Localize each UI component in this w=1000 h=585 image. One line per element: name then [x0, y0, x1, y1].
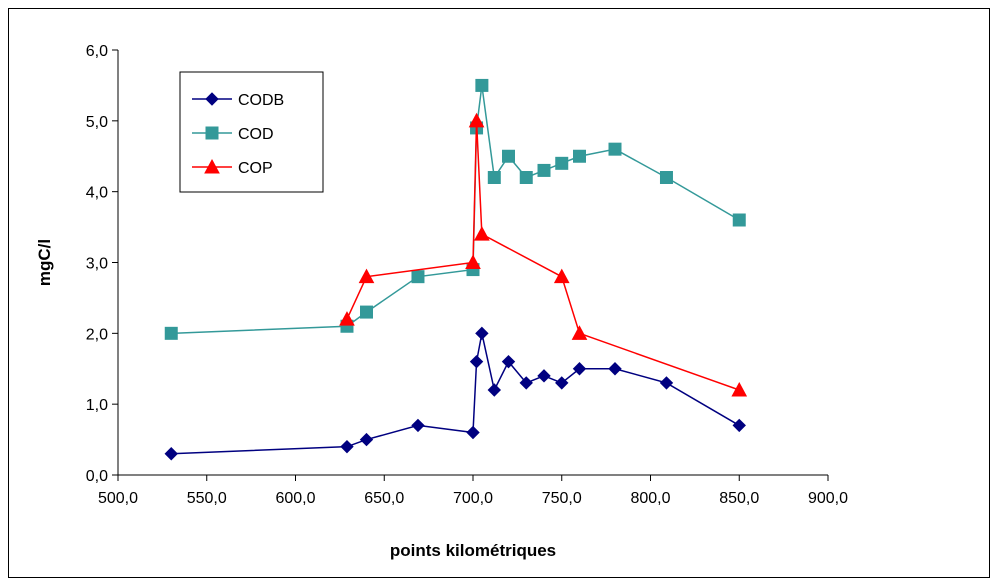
data-point-codb — [164, 447, 178, 461]
legend-box — [179, 71, 324, 193]
data-point-cop — [731, 381, 748, 397]
y-tick-label: 3,0 — [86, 256, 108, 273]
y-tick-label: 5,0 — [86, 114, 108, 131]
data-point-codb — [501, 354, 516, 369]
data-point-codb — [608, 362, 622, 376]
data-point-cod — [475, 78, 489, 92]
data-point-cop — [465, 254, 481, 269]
series-codb — [164, 326, 746, 461]
data-point-cod — [537, 163, 551, 177]
data-point-codb — [732, 418, 746, 433]
data-point-cop — [358, 268, 375, 284]
chart-frame — [8, 8, 990, 578]
series-layer — [164, 78, 748, 461]
data-point-cop — [571, 325, 588, 340]
data-point-codb — [659, 376, 674, 390]
data-point-codb — [572, 362, 587, 376]
x-tick-label: 750,0 — [542, 490, 582, 507]
y-axis-title: mgC/l — [35, 239, 54, 286]
series-line-codb — [171, 333, 740, 455]
data-point-cop — [468, 112, 485, 128]
x-tick-label: 600,0 — [275, 490, 315, 507]
series-cod — [164, 78, 746, 340]
legend-label-cod: COD — [238, 126, 274, 143]
legend-label-cop: COP — [238, 160, 273, 177]
data-point-codb — [466, 425, 480, 440]
data-point-cod — [411, 270, 425, 284]
x-tick-label: 900,0 — [808, 490, 848, 507]
series-cop — [339, 112, 748, 397]
legend-marker-codb — [205, 92, 219, 106]
data-point-cod — [519, 171, 533, 184]
data-point-cop — [553, 268, 570, 284]
data-point-cop — [474, 226, 490, 241]
data-point-codb — [555, 376, 569, 390]
data-point-cod — [573, 149, 586, 163]
x-tick-label: 650,0 — [364, 490, 404, 507]
y-tick-label: 1,0 — [86, 397, 108, 414]
legend-marker-cop — [204, 158, 220, 174]
x-axis-title: points kilométriques — [390, 541, 556, 560]
y-tick-label: 4,0 — [86, 185, 108, 202]
legend-marker-cod — [205, 126, 219, 140]
x-tick-label: 700,0 — [453, 490, 493, 507]
data-point-codb — [519, 376, 533, 390]
y-tick-label: 6,0 — [86, 43, 108, 60]
data-point-cod — [164, 326, 178, 340]
x-tick-label: 850,0 — [719, 490, 759, 507]
data-point-codb — [469, 354, 484, 369]
x-tick-label: 500,0 — [98, 490, 138, 507]
x-tick-label: 800,0 — [630, 490, 670, 507]
data-point-cod — [555, 156, 569, 170]
x-tick-label: 550,0 — [187, 490, 227, 507]
axes: 0,0 1,0 2,0 3,0 4,0 5,0 6,0 500,0 550,0 600,0 650,… — [86, 43, 848, 507]
data-point-cop — [339, 311, 355, 326]
data-point-cod — [487, 171, 501, 184]
data-point-cod — [732, 213, 746, 227]
data-point-codb — [411, 418, 425, 433]
y-tick-label: 2,0 — [86, 326, 108, 343]
series-line-cod — [171, 85, 740, 335]
data-point-cod — [360, 305, 373, 319]
data-point-cod — [608, 142, 622, 156]
legend-label-codb: CODB — [238, 92, 284, 109]
data-point-cod — [502, 149, 515, 163]
data-point-codb — [359, 432, 374, 447]
y-tick-label: 0,0 — [86, 468, 108, 485]
data-point-codb — [537, 369, 551, 383]
data-point-cod — [659, 171, 673, 184]
series-line-cop — [346, 120, 740, 391]
data-point-codb — [340, 439, 354, 454]
data-point-codb — [487, 383, 502, 397]
data-point-codb — [475, 326, 489, 341]
legend: CODB COD COP — [179, 71, 324, 193]
